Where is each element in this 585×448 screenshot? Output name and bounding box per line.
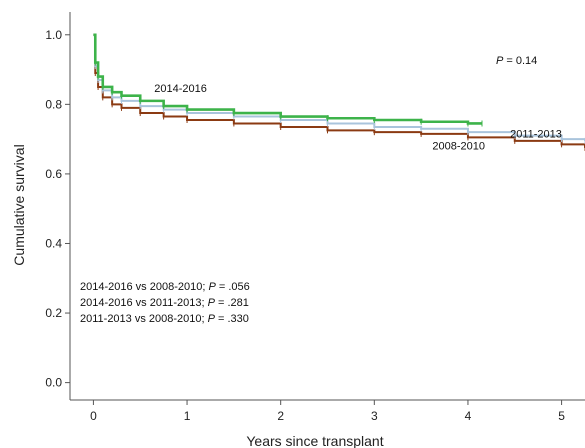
series-label: 2011-2013 bbox=[510, 128, 562, 140]
x-tick-label: 5 bbox=[558, 409, 565, 423]
comparison-2: 2014-2016 vs 2011-2013; P = .281 bbox=[80, 297, 249, 309]
overall-p-text: = 0.14 bbox=[503, 55, 537, 67]
comparison-2-pre: 2014-2016 vs 2011-2013; bbox=[80, 297, 208, 309]
x-axis-title: Years since transplant bbox=[246, 433, 383, 448]
series-line-2014-2016 bbox=[93, 33, 482, 125]
y-axis-title: Cumulative survival bbox=[11, 144, 27, 265]
comparison-1-post: = .056 bbox=[216, 281, 250, 293]
series-label: 2008-2010 bbox=[432, 141, 485, 153]
survival-curves bbox=[93, 33, 585, 151]
comparison-1-pre: 2014-2016 vs 2008-2010; bbox=[80, 281, 208, 293]
y-tick-label: 0.2 bbox=[45, 306, 62, 320]
overall-p-value: P = 0.14 bbox=[496, 55, 537, 67]
x-tick-label: 4 bbox=[465, 409, 472, 423]
comparison-2-post: = .281 bbox=[215, 297, 249, 309]
comparison-1: 2014-2016 vs 2008-2010; P = .056 bbox=[80, 281, 250, 293]
y-tick-label: 0.6 bbox=[45, 167, 62, 181]
y-tick-label: 1.0 bbox=[45, 28, 62, 42]
comparison-2-p: P bbox=[208, 297, 216, 309]
comparison-3-pre: 2011-2013 vs 2008-2010; bbox=[80, 313, 208, 325]
series-label: 2014-2016 bbox=[154, 83, 207, 95]
series-labels: 2014-2016 2011-2013 2008-2010 bbox=[154, 83, 562, 152]
comparison-3-post: = .330 bbox=[215, 313, 249, 325]
x-tick-label: 3 bbox=[371, 409, 378, 423]
y-tick-label: 0.8 bbox=[45, 97, 62, 111]
x-tick-label: 2 bbox=[277, 409, 284, 423]
y-axis-ticks: 0.0 0.2 0.4 0.6 0.8 1.0 bbox=[45, 28, 70, 390]
x-tick-label: 1 bbox=[184, 409, 191, 423]
comparison-1-p: P bbox=[208, 281, 216, 293]
x-tick-label: 0 bbox=[90, 409, 97, 423]
x-axis-ticks: 0 1 2 3 4 5 bbox=[90, 400, 565, 423]
y-tick-label: 0.4 bbox=[45, 236, 62, 250]
series-line-2008-2010 bbox=[93, 33, 585, 148]
y-tick-label: 0.0 bbox=[45, 376, 62, 390]
comparison-3-p: P bbox=[208, 313, 216, 325]
comparison-3: 2011-2013 vs 2008-2010; P = .330 bbox=[80, 313, 249, 325]
overall-p-symbol: P bbox=[496, 55, 504, 67]
